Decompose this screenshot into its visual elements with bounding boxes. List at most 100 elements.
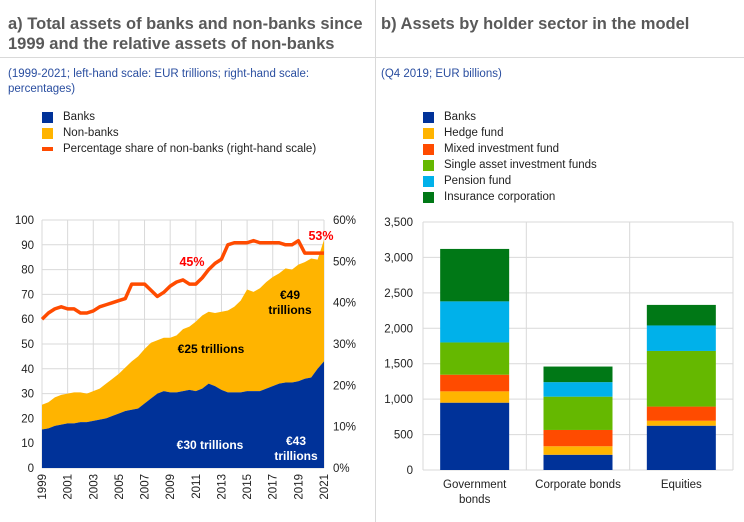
legend-label: Hedge fund bbox=[444, 127, 504, 139]
bar-segment-insurance-corporation bbox=[646, 304, 716, 326]
legend-swatch-banks bbox=[423, 111, 434, 123]
panel-a-legend: Banks Non-banks Percentage share of non-… bbox=[42, 109, 316, 157]
y-tick-label: 90 bbox=[21, 240, 34, 252]
x-tick-label: 2017 bbox=[268, 474, 280, 500]
bar-segment-mixed-investment-fund bbox=[440, 374, 510, 392]
y-tick-label: 1,500 bbox=[384, 359, 413, 371]
x-tick-label: 2015 bbox=[242, 474, 254, 500]
y-tick-label: 40 bbox=[21, 364, 34, 376]
bar-segment-banks bbox=[646, 425, 716, 470]
y-tick-label: 500 bbox=[394, 430, 413, 442]
annotation-banks-2021-line1: €43 bbox=[286, 434, 306, 448]
annotation-53-percent: 53% bbox=[308, 229, 333, 243]
legend-swatch-single-asset-funds bbox=[423, 159, 434, 171]
bar-segment-single-asset-investment-funds bbox=[646, 350, 716, 407]
legend-swatch-hedge-fund bbox=[423, 127, 434, 139]
x-category-label: Equities bbox=[661, 479, 702, 491]
legend-item-insurance-corporation: Insurance corporation bbox=[423, 189, 597, 205]
line-percentage-share bbox=[40, 238, 324, 321]
y-tick-label: 60 bbox=[21, 314, 34, 326]
panel-a-subtitle-line-2: percentages) bbox=[8, 83, 76, 95]
bar-segment-mixed-investment-fund bbox=[646, 406, 716, 421]
legend-swatch-banks bbox=[42, 111, 53, 123]
panel-b-subtitle: (Q4 2019; EUR billions) bbox=[381, 68, 502, 80]
y-tick-label: 2,500 bbox=[384, 288, 413, 300]
panel-a-subtitle-line-1: (1999-2021; left-hand scale: EUR trillio… bbox=[8, 68, 310, 80]
bar-segment-hedge-fund bbox=[440, 391, 510, 403]
y2-tick-label: 30% bbox=[333, 339, 356, 351]
y-tick-label: 10 bbox=[21, 438, 34, 450]
panel-a-subtitle: (1999-2021; left-hand scale: EUR trillio… bbox=[8, 67, 309, 97]
annotation-non-banks-2021-line2: trillions bbox=[268, 303, 312, 317]
x-tick-label: 2001 bbox=[63, 474, 75, 500]
legend-label: Percentage share of non-banks (right-han… bbox=[63, 143, 317, 155]
bar-segment-mixed-investment-fund bbox=[543, 429, 613, 447]
x-category-label: Government bbox=[443, 479, 507, 491]
area-banks bbox=[42, 361, 324, 468]
annotation-banks-2009: €30 trillions bbox=[177, 438, 244, 452]
y2-tick-label: 10% bbox=[333, 422, 356, 434]
y-tick-label: 80 bbox=[21, 265, 34, 277]
y-tick-label: 70 bbox=[21, 289, 34, 301]
y2-tick-label: 50% bbox=[333, 256, 356, 268]
y-tick-label: 100 bbox=[15, 215, 34, 227]
panel-b-title: b) Assets by holder sector in the model bbox=[381, 15, 690, 33]
legend-label: Single asset investment funds bbox=[444, 159, 597, 171]
annotation-non-banks-2021-line1: €49 bbox=[280, 288, 300, 302]
header-divider bbox=[0, 57, 744, 58]
panel-b-legend: Banks Hedge fund Mixed investment fund S… bbox=[423, 109, 597, 205]
legend-label: Mixed investment fund bbox=[444, 143, 560, 155]
legend-item-mixed-investment-fund: Mixed investment fund bbox=[423, 141, 597, 157]
bar-segment-hedge-fund bbox=[646, 420, 716, 426]
x-category-label: bonds bbox=[459, 494, 491, 506]
x-tick-label: 2019 bbox=[293, 474, 305, 500]
area-non-banks bbox=[42, 239, 324, 430]
x-tick-label: 2003 bbox=[88, 474, 100, 500]
legend-item-percentage-share: Percentage share of non-banks (right-han… bbox=[42, 141, 316, 157]
bar-segment-pension-fund bbox=[543, 382, 613, 397]
bar-segment-insurance-corporation bbox=[440, 248, 510, 302]
x-tick-label: 2013 bbox=[216, 474, 228, 500]
bar-segment-banks bbox=[543, 454, 613, 470]
x-tick-label: 2005 bbox=[114, 474, 126, 500]
y-tick-label: 3,000 bbox=[384, 252, 413, 264]
y-tick-label: 1,000 bbox=[384, 394, 413, 406]
x-tick-label: 2011 bbox=[191, 474, 203, 499]
legend-item-pension-fund: Pension fund bbox=[423, 173, 597, 189]
panel-divider-vertical bbox=[375, 0, 376, 522]
x-tick-label: 2007 bbox=[140, 474, 152, 500]
y2-tick-label: 60% bbox=[333, 215, 356, 227]
annotation-banks-2021-line2: trillions bbox=[274, 449, 318, 463]
legend-label: Insurance corporation bbox=[444, 191, 556, 203]
bar-segment-hedge-fund bbox=[543, 446, 613, 455]
y-tick-label: 3,500 bbox=[384, 217, 413, 229]
legend-item-non-banks: Non-banks bbox=[42, 125, 316, 141]
bar-segment-pension-fund bbox=[440, 301, 510, 343]
legend-label: Banks bbox=[63, 111, 95, 123]
legend-swatch-pension-fund bbox=[423, 175, 434, 187]
chart-a-total-assets: 0 10 20 30 40 50 60 70 80 90 100 1999 2001 2003 2005 20… bbox=[15, 215, 356, 500]
x-tick-label: 2021 bbox=[319, 474, 331, 500]
panel-a-title: a) Total assets of banks and non-banks s… bbox=[8, 14, 363, 54]
bar-segment-single-asset-investment-funds bbox=[543, 396, 613, 430]
y2-tick-label: 40% bbox=[333, 298, 356, 310]
y2-tick-label: 0% bbox=[333, 463, 350, 475]
annotation-45-percent: 45% bbox=[179, 255, 204, 269]
legend-swatch-mixed-investment-fund bbox=[423, 143, 434, 155]
legend-label: Banks bbox=[444, 111, 476, 123]
legend-swatch-insurance-corporation bbox=[423, 191, 434, 203]
y-tick-label: 2,000 bbox=[384, 323, 413, 335]
annotation-non-banks-2009: €25 trillions bbox=[178, 342, 245, 356]
legend-item-banks: Banks bbox=[423, 109, 597, 125]
legend-swatch-non-banks bbox=[42, 127, 53, 139]
panel-a-title-line-1: a) Total assets of banks and non-banks s… bbox=[8, 15, 363, 33]
bar-segment-pension-fund bbox=[646, 325, 716, 351]
y-tick-label: 50 bbox=[21, 339, 34, 351]
panel-a-title-line-2: 1999 and the relative assets of non-bank… bbox=[8, 35, 335, 53]
y-tick-label: 0 bbox=[28, 463, 34, 475]
bar-segment-single-asset-investment-funds bbox=[440, 342, 510, 375]
x-category-label: Corporate bonds bbox=[535, 479, 621, 491]
legend-label: Pension fund bbox=[444, 175, 512, 187]
legend-label: Non-banks bbox=[63, 127, 119, 139]
